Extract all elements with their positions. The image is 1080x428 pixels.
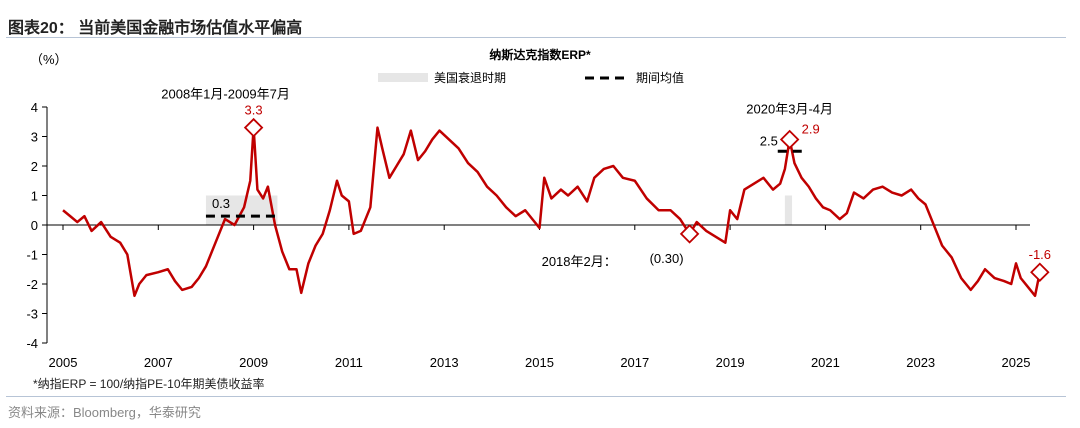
y-tick-label: -1 (26, 248, 38, 263)
x-tick-label: 2009 (239, 355, 268, 370)
annotation-diamond (243, 117, 264, 138)
y-tick-label: 1 (31, 189, 38, 204)
annotation-period: 2008年1月-2009年7月 (161, 87, 290, 102)
y-tick-label: -3 (26, 307, 38, 322)
y-axis-label: （%） (30, 52, 68, 67)
annotation-value: 3.3 (245, 103, 263, 118)
source-note: 资料来源：Bloomberg，华泰研究 (8, 405, 201, 420)
x-tick-label: 2025 (1002, 355, 1031, 370)
annotation-value: -1.6 (1029, 247, 1051, 262)
y-tick-label: 3 (31, 130, 38, 145)
legend-recession-label: 美国衰退时期 (434, 70, 506, 85)
erp-series-line (62, 126, 1042, 298)
y-tick-label: 0 (31, 218, 38, 233)
x-tick-label: 2015 (525, 355, 554, 370)
x-tick-label: 2017 (620, 355, 649, 370)
annotation-period: 2020年3月-4月 (746, 101, 833, 116)
source-divider (6, 396, 1066, 397)
footnote: *纳指ERP = 100/纳指PE-10年期美债收益率 (33, 377, 265, 391)
x-tick-label: 2021 (811, 355, 840, 370)
x-tick-label: 2007 (144, 355, 173, 370)
y-tick-label: 2 (31, 159, 38, 174)
chart-title: 纳斯达克指数ERP* (489, 47, 591, 62)
legend-recession-swatch (378, 73, 428, 82)
annotation-diamond (779, 129, 800, 150)
x-tick-label: 2023 (906, 355, 935, 370)
x-tick-label: 2019 (716, 355, 745, 370)
annotation-period: 2018年2月： (542, 254, 617, 269)
y-tick-label: -4 (26, 336, 38, 351)
annotation-diamond (679, 224, 700, 244)
mean-label: 2.5 (760, 133, 778, 148)
legend-mean-label: 期间均值 (636, 70, 684, 85)
chart: 纳斯达克指数ERP* （%） 美国衰退时期 期间均值 4 3 2 1 0 -1 -2 -3 -4… (26, 47, 1051, 370)
y-tick-label: 4 (31, 100, 38, 115)
annotation-value: 2.9 (802, 121, 820, 136)
x-tick-label: 2005 (49, 355, 78, 370)
x-tick-label: 2013 (430, 355, 459, 370)
recession-band (784, 195, 793, 225)
mean-label: 0.3 (212, 196, 230, 211)
annotation-value: (0.30) (650, 251, 684, 266)
y-tick-label: -2 (26, 277, 38, 292)
annotation-diamond (1030, 262, 1050, 282)
x-tick-label: 2011 (335, 355, 363, 370)
title-divider (6, 37, 1066, 38)
figure-title: 图表20： 当前美国金融市场估值水平偏高 (8, 20, 303, 37)
